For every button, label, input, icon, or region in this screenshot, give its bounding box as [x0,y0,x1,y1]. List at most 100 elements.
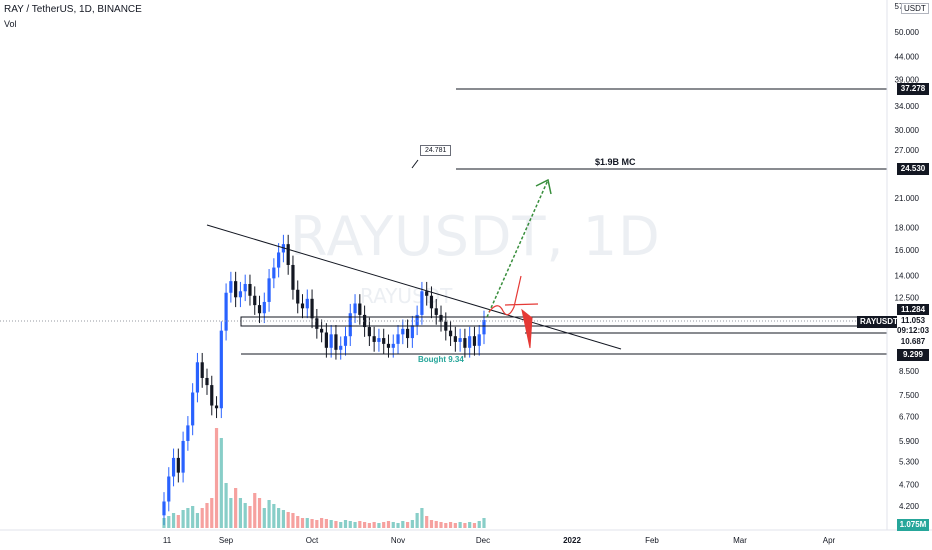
candle-body [186,425,190,441]
candle-body [434,308,438,315]
volume-bar [372,522,376,528]
candle-body [291,264,295,290]
time-axis: 11 Sep Oct Nov Dec 2022 Feb Mar Apr [0,529,932,545]
price-tick-label: 50.000 [895,28,920,37]
volume-bar [415,513,419,528]
volume-bar [224,483,228,528]
price-tick-label: 4.200 [899,502,920,511]
volume-bar [195,513,200,528]
candle-body [267,278,271,302]
price-tick-label: 5.900 [899,437,920,446]
candle-body [205,377,209,386]
candle-body [472,336,477,346]
candle-body [257,305,262,314]
candle-body [171,457,176,477]
price-tick-label: 12.500 [895,293,920,302]
volume-bar [162,518,166,528]
candle-body [391,343,395,348]
candle-body [477,334,481,346]
candle-body [348,313,352,337]
volume-bar [377,523,381,528]
symbol-tag: RAYUSDT [857,316,901,328]
volume-bar [219,438,223,528]
volume-bar [458,522,462,528]
volume-bar [248,506,252,528]
volume-bar [482,518,486,528]
candle-body [458,338,462,342]
candle-body [396,334,400,344]
currency-label[interactable]: USDT [901,3,929,14]
volume-bar [339,522,343,528]
candle-body [482,320,486,335]
volume-bar [229,498,233,528]
price-tick-label: 14.000 [895,272,920,281]
volume-bar [234,488,238,528]
volume-bar [429,520,434,528]
candle-body [415,314,419,326]
candle-body [243,283,247,292]
volume-bar [277,508,281,528]
volume-bar [425,516,429,528]
candle-body [339,345,343,350]
time-tick-label: Dec [476,536,490,545]
candle-body [453,336,457,342]
price-note[interactable]: 24.781 [420,145,452,156]
candle-body [272,267,276,279]
candle-body [310,298,314,319]
volume-bar [257,498,262,528]
volume-bar [362,522,367,528]
volume-bar [210,498,214,528]
candle-body [286,244,290,265]
price-tick-label: 30.000 [895,126,920,135]
market-cap-label: $1.9B MC [595,157,636,167]
volume-bar [214,428,219,528]
candle-body [343,336,348,346]
volume-bar [305,518,309,528]
volume-bar [262,508,266,528]
candle-body [405,328,410,339]
candle-body [401,328,405,335]
candle-body [262,301,266,314]
candle-body [382,338,386,344]
candle-body [358,303,362,315]
trendline [206,224,622,350]
candle-body [320,328,324,333]
candle-body [181,440,185,473]
volume-bar [243,503,247,528]
time-tick-label: 11 [163,536,172,545]
red-check-mark [488,275,539,316]
time-tick-label: Oct [306,536,319,545]
volume-bar [171,513,176,528]
volume-bar [348,521,352,528]
candle-body [324,332,328,348]
price-tick-label: 8.500 [899,367,920,376]
price-tick-label: 27.000 [895,146,920,155]
volume-bar [477,521,481,528]
volume-bars [162,428,486,528]
candle-body [372,336,376,342]
candle-body [300,303,305,309]
volume-bar [324,519,328,528]
candle-body [439,314,443,322]
candle-body [429,295,434,309]
candle-body [362,314,367,328]
volume-label[interactable]: Vol [4,19,17,29]
candle-body [296,289,300,304]
candle-body [425,291,429,296]
candle-body [448,330,453,337]
candle-body [334,334,338,350]
watermark-main: RAYUSDT, 1D [290,205,661,268]
volume-bar [468,522,472,528]
volume-bar [310,519,314,528]
volume-bar [253,493,257,528]
drawings [0,88,888,355]
candles [162,234,486,526]
volume-bar [410,520,414,528]
symbol-title[interactable]: RAY / TetherUS, 1D, BINANCE [4,4,142,15]
price-tick-label: 18.000 [895,224,920,233]
candle-body [162,501,166,516]
candle-body [468,336,472,348]
price-tag: 11.053 [897,315,929,327]
volume-bar [453,523,457,528]
